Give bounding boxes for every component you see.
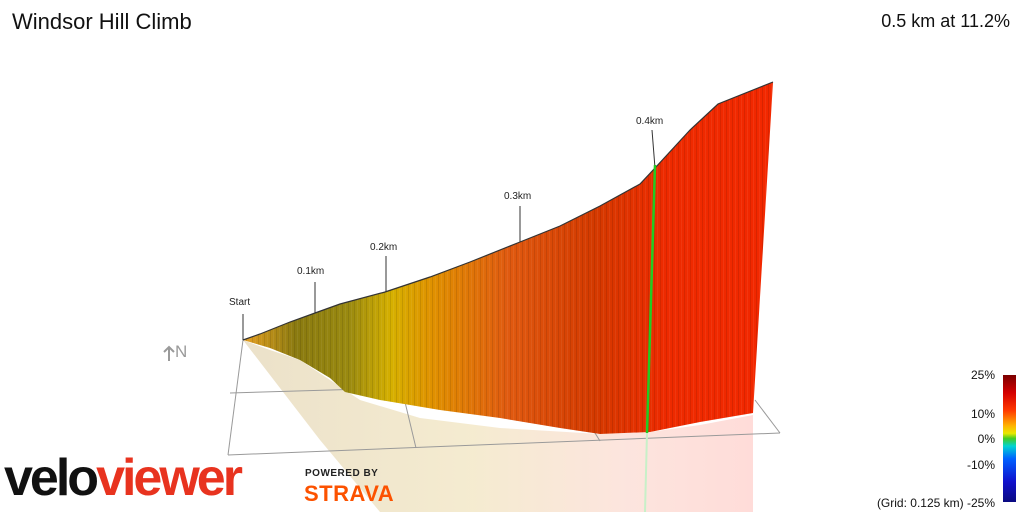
gradient-legend-bar bbox=[1003, 375, 1016, 502]
position-highlight-shadow bbox=[644, 432, 648, 512]
profile-wall-texture bbox=[243, 82, 773, 434]
north-arrow-icon bbox=[163, 345, 175, 361]
profile-shadow bbox=[243, 340, 753, 512]
marker-0.3km: 0.3km bbox=[504, 191, 532, 202]
distance-marker-ticks bbox=[242, 129, 656, 340]
legend-label-0: 0% bbox=[977, 432, 995, 446]
legend-label-minus25-value: -25% bbox=[966, 496, 995, 510]
marker-0.4km: 0.4km bbox=[636, 116, 664, 127]
powered-by-text: POWERED BY bbox=[305, 468, 379, 479]
compass-north-label: N bbox=[175, 342, 189, 361]
marker-0.1km: 0.1km bbox=[297, 266, 325, 277]
marker-0.2km: 0.2km bbox=[370, 242, 398, 253]
segment-summary: 0.5 km at 11.2% bbox=[881, 11, 1010, 31]
legend-label-minus25: (Grid: 0.125 km) -25% bbox=[877, 496, 995, 510]
segment-title: Windsor Hill Climb bbox=[12, 9, 192, 34]
legend-label-minus10: -10% bbox=[966, 458, 995, 472]
compass: N bbox=[163, 342, 188, 362]
marker-start: Start bbox=[229, 297, 251, 308]
profile-top-edge bbox=[242, 81, 774, 341]
logo-part-velo: velo bbox=[4, 449, 99, 507]
position-highlight-line[interactable] bbox=[645, 164, 657, 434]
legend-label-25: 25% bbox=[970, 368, 995, 382]
grid-note: (Grid: 0.125 km) bbox=[876, 496, 964, 510]
logo-part-viewer: viewer bbox=[96, 449, 243, 507]
strava-logo[interactable]: STRAVA bbox=[304, 481, 395, 506]
legend-label-10: 10% bbox=[970, 407, 995, 421]
